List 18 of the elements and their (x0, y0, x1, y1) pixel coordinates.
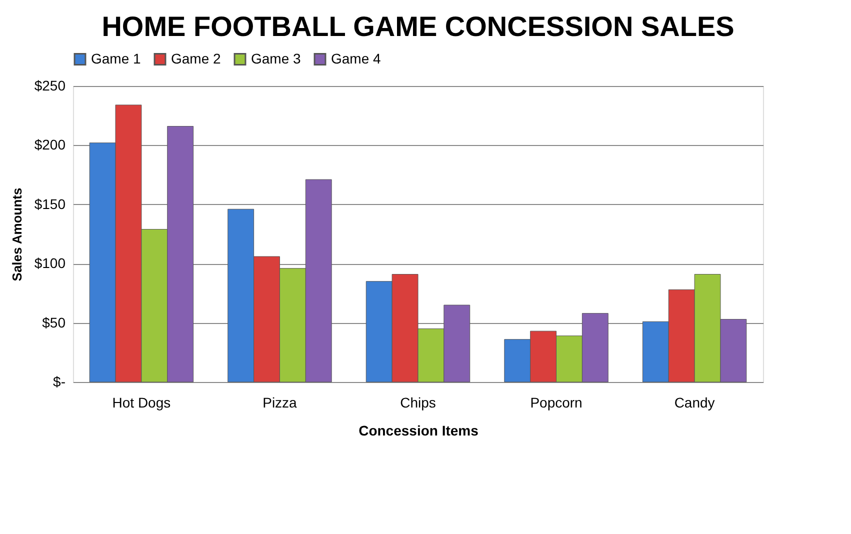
legend-label: Game 1 (91, 50, 142, 66)
x-tick-label: Pizza (262, 394, 298, 410)
y-tick-label: $50 (42, 314, 66, 330)
legend-label: Game 2 (171, 50, 222, 66)
y-tick-label: $- (53, 374, 66, 390)
chart-title: HOME FOOTBALL GAME CONCESSION SALES (102, 11, 734, 42)
x-tick-label: Hot Dogs (112, 394, 171, 410)
x-tick-label: Candy (674, 394, 715, 410)
y-tick-label: $100 (34, 255, 66, 272)
y-tick-label: $150 (34, 196, 66, 212)
legend-label: Game 4 (331, 50, 382, 66)
x-tick-label: Chips (400, 394, 436, 410)
y-tick-label: $250 (34, 78, 66, 94)
y-tick-label: $200 (34, 136, 66, 153)
y-axis-title: Sales Amounts (9, 188, 24, 282)
x-axis-title: Concession Items (358, 422, 479, 438)
legend-label: Game 3 (251, 50, 302, 66)
x-tick-label: Popcorn (530, 394, 582, 410)
